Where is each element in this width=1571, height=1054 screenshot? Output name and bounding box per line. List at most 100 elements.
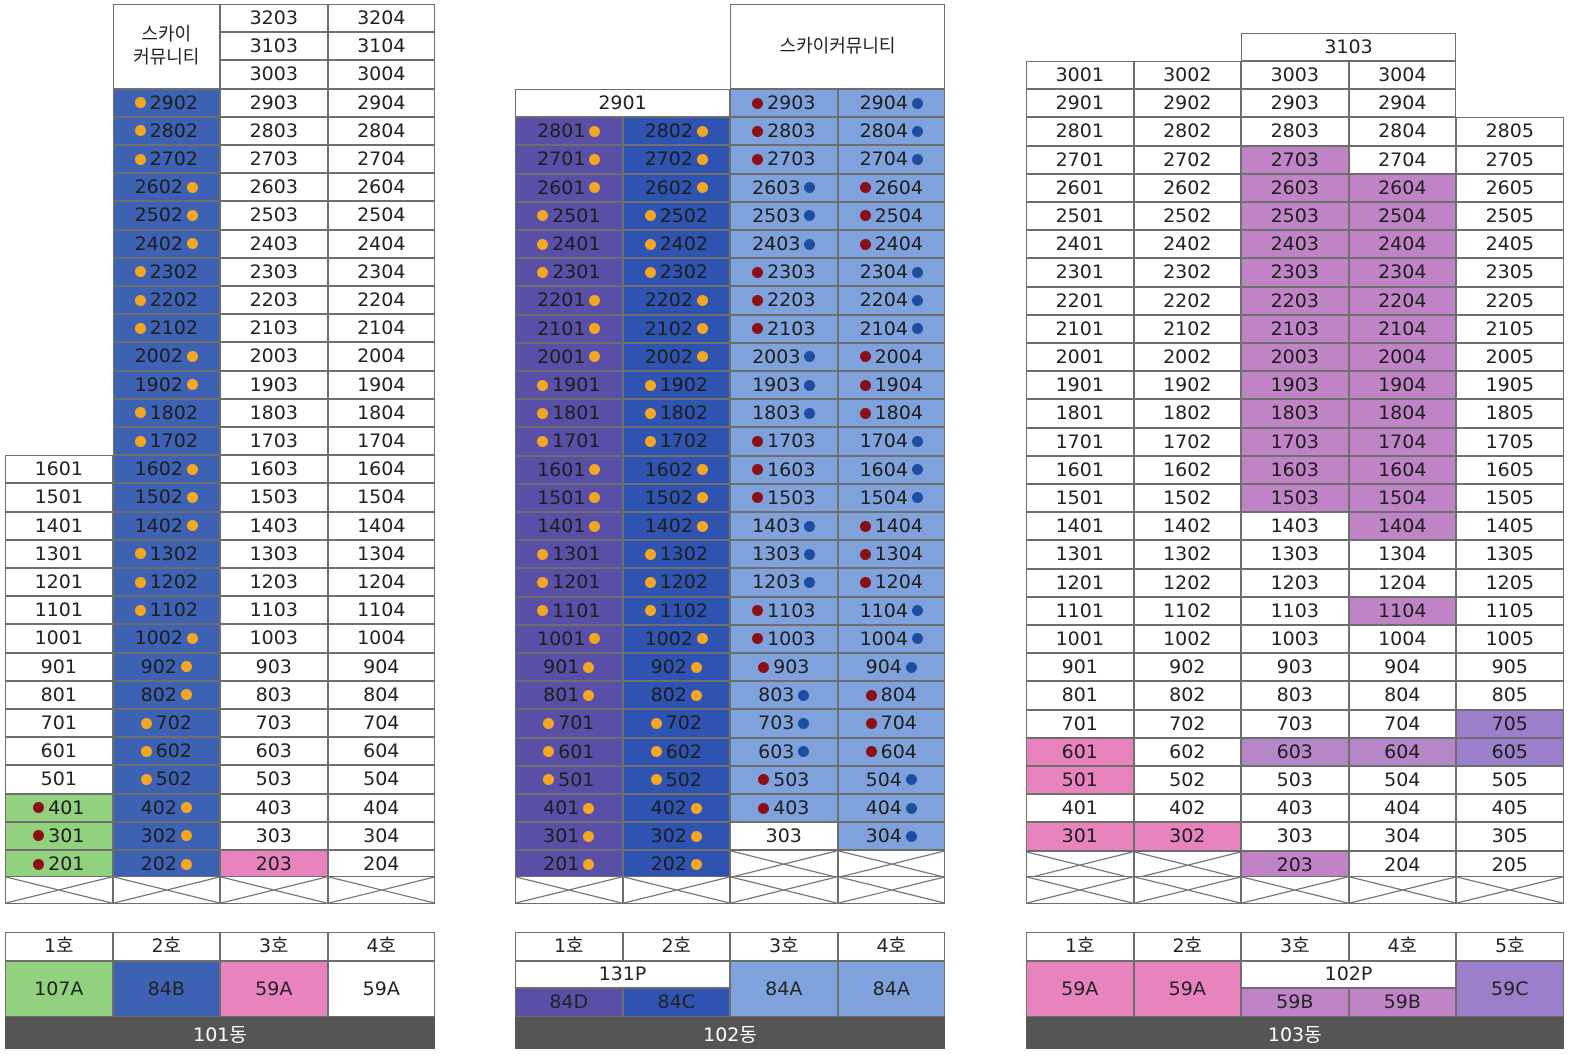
unit-dot-icon [865,717,877,729]
unit-cell: 3203 [220,4,328,33]
unit-cell: 2505 [1456,202,1564,231]
unit-number: 1501 [537,486,586,509]
unit-dot-icon [644,210,656,222]
unit-number: 1704 [1378,430,1427,453]
unit-number: 3203 [249,7,298,30]
unit-number: 2002 [134,345,183,368]
unit-number: 1801 [552,402,601,425]
unit-dot-icon [650,717,662,729]
unit-dot-icon [696,351,708,363]
unit-dot-icon [537,266,549,278]
unit-dot-icon [865,746,877,758]
unit-cell: 301 [5,821,113,850]
unit-number: 1603 [1270,458,1319,481]
unit-cell: 802 [1133,681,1241,710]
unit-cell: 402 [112,793,220,822]
unit-number: 2004 [357,345,406,368]
unit-number: 2303 [767,261,816,284]
unit-cell: 703 [220,709,328,738]
unit-number: 2504 [874,204,923,227]
unit-number: 2104 [859,317,908,340]
unit-type-header: 2호 [622,932,730,961]
unit-cell: 1402 [112,511,220,540]
unit-cell: 1403 [730,512,838,541]
unit-cell: 1304 [327,539,435,568]
unit-cell: 1304 [1348,540,1456,569]
unit-cell: 702 [1133,709,1241,738]
unit-cell: 2605 [1456,173,1564,202]
unit-dot-icon [804,351,816,363]
unit-cell: 2903 [220,88,328,117]
unit-dot-icon [134,97,146,109]
unit-number: 1601 [537,458,586,481]
unit-number: 204 [363,853,400,876]
unit-dot-icon [180,661,192,673]
pilotis-cell [622,876,730,904]
unit-number: 1004 [1378,628,1427,651]
unit-cell: 2102 [1133,314,1241,343]
unit-dot-icon [752,266,764,278]
unit-type-label: 59A [1026,961,1134,1017]
unit-cell: 1105 [1456,596,1564,625]
unit-number: 2204 [357,289,406,312]
unit-cell: 204 [1348,850,1456,879]
unit-number: 1601 [34,458,83,481]
unit-type-header: 4호 [327,932,435,961]
unit-number: 3103 [249,35,298,58]
unit-number: 2402 [659,233,708,256]
unit-cell: 501 [515,765,623,794]
unit-number: 1102 [659,599,708,622]
unit-cell: 603 [730,737,838,766]
unit-cell: 1705 [1456,427,1564,456]
unit-number: 2001 [537,345,586,368]
unit-number: 204 [1384,853,1421,876]
unit-number: 703 [1276,712,1313,735]
unit-number: 2302 [149,260,198,283]
unit-dot-icon [589,520,601,532]
unit-dot-icon [911,294,923,306]
unit-cell: 902 [622,653,730,682]
unit-cell: 3204 [327,4,435,33]
unit-number: 403 [773,797,810,820]
unit-number: 1302 [1163,543,1212,566]
unit-number: 2705 [1485,148,1534,171]
unit-cell: 1204 [1348,568,1456,597]
unit-dot-icon [134,435,146,447]
unit-dot-icon [186,238,198,250]
unit-cell: 802 [112,680,220,709]
unit-dot-icon [859,351,871,363]
unit-dot-icon [758,774,770,786]
unit-number: 2405 [1485,233,1534,256]
unit-number: 1003 [249,627,298,650]
unit-dot-icon [752,605,764,617]
unit-cell: 501 [1026,766,1134,795]
unit-cell: 2802 [622,117,730,146]
unit-number: 1602 [134,458,183,481]
unit-number: 3004 [357,63,406,86]
unit-number: 1603 [767,458,816,481]
unit-dot-icon [859,379,871,391]
unit-number: 2601 [1055,176,1104,199]
unit-number: 804 [1384,684,1421,707]
unit-cell: 1804 [837,399,945,428]
unit-number: 2401 [1055,233,1104,256]
unit-dot-icon [804,379,816,391]
unit-dot-icon [186,491,198,503]
unit-number: 2603 [752,176,801,199]
unit-cell: 2301 [1026,258,1134,287]
unit-number: 502 [155,768,192,791]
unit-cell: 2801 [1026,117,1134,146]
unit-number: 802 [140,683,177,706]
unit-number: 1902 [659,374,708,397]
unit-number: 2602 [644,176,693,199]
unit-number: 2701 [537,148,586,171]
unit-cell: 2202 [1133,286,1241,315]
merged-type-label: 131P [515,961,730,988]
unit-type-label: 59B [1348,988,1456,1017]
unit-dot-icon [911,125,923,137]
unit-number: 1304 [1378,543,1427,566]
unit-cell: 1002 [1133,625,1241,654]
unit-cell: 2301 [515,258,623,287]
unit-dot-icon [798,746,810,758]
unit-cell: 2805 [1456,117,1564,146]
